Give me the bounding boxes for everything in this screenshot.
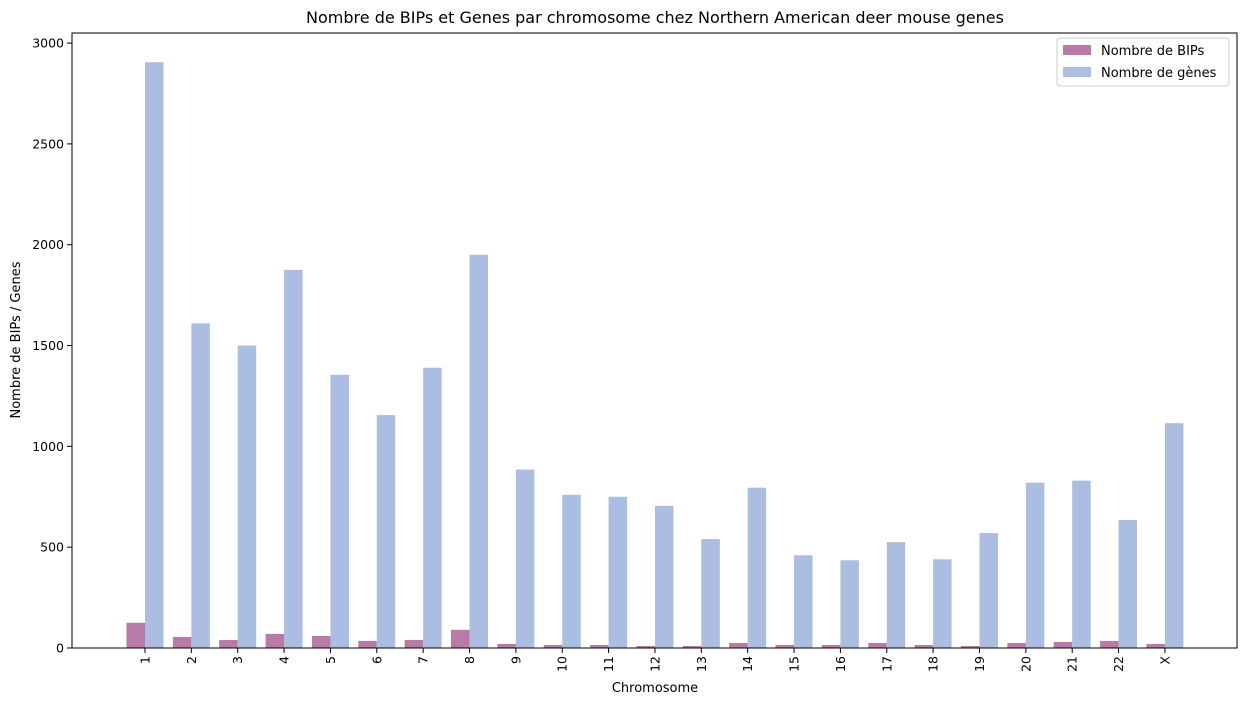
y-tick-label: 1000 xyxy=(32,439,64,454)
legend-swatch-bips xyxy=(1063,45,1091,55)
x-tick-label: 8 xyxy=(462,656,477,664)
x-tick-label: 2 xyxy=(184,656,199,664)
y-tick-label: 0 xyxy=(56,641,64,656)
bar-bips xyxy=(636,645,655,648)
legend-label-genes: Nombre de gènes xyxy=(1101,66,1217,81)
bar-bips xyxy=(590,644,609,648)
bar-bips xyxy=(497,643,516,648)
x-tick-label: 10 xyxy=(555,656,570,672)
bar-genes xyxy=(423,367,442,648)
bar-genes xyxy=(747,487,767,648)
bar-genes xyxy=(701,539,720,648)
bar-bips xyxy=(1007,642,1026,648)
bar-bips xyxy=(126,622,145,648)
x-tick-label: 14 xyxy=(740,656,755,672)
bar-genes xyxy=(979,533,998,648)
bar-bips xyxy=(1100,640,1119,648)
x-tick-label: 12 xyxy=(647,656,662,672)
bar-bips xyxy=(914,644,934,648)
y-tick-label: 3000 xyxy=(32,36,64,51)
x-tick-label: 7 xyxy=(416,656,431,664)
bar-bips xyxy=(358,640,377,648)
chart-title: Nombre de BIPs et Genes par chromosome c… xyxy=(306,8,1004,27)
y-tick-label: 2500 xyxy=(32,136,64,151)
bar-genes xyxy=(237,345,257,648)
legend-label-bips: Nombre de BIPs xyxy=(1101,44,1205,59)
legend-swatch-genes xyxy=(1063,67,1091,77)
x-tick-label: 3 xyxy=(230,656,245,664)
bar-genes xyxy=(562,494,581,648)
y-tick-label: 2000 xyxy=(32,237,64,252)
bar-bips xyxy=(1053,641,1073,648)
bar-genes xyxy=(330,374,349,648)
y-tick-label: 500 xyxy=(40,540,64,555)
x-tick-label: 18 xyxy=(926,656,941,672)
bar-genes xyxy=(469,254,489,648)
x-axis-label: Chromosome xyxy=(612,681,698,696)
legend-box xyxy=(1056,37,1230,87)
bar-bips xyxy=(404,639,424,648)
bar-genes xyxy=(145,62,164,648)
x-tick-label: 5 xyxy=(323,656,338,664)
y-axis-label: Nombre de BIPs / Genes xyxy=(9,261,24,418)
x-tick-label: 19 xyxy=(972,656,987,672)
bar-bips xyxy=(775,644,795,648)
x-tick-label: 11 xyxy=(601,656,616,672)
bar-genes xyxy=(1118,519,1138,648)
bar-genes xyxy=(840,560,859,648)
bar-genes xyxy=(376,415,396,648)
bar-bips xyxy=(265,633,285,648)
bar-bips xyxy=(868,642,887,648)
x-tick-label: 9 xyxy=(508,656,523,664)
x-tick-label: 22 xyxy=(1111,656,1126,672)
bar-genes xyxy=(794,555,813,648)
bar-bips xyxy=(1146,643,1165,648)
x-tick-label: 16 xyxy=(833,656,848,672)
x-tick-label: 1 xyxy=(138,656,153,664)
x-tick-label: 21 xyxy=(1065,656,1080,672)
bar-genes xyxy=(933,559,952,648)
bar-genes xyxy=(608,496,628,648)
y-tick-label: 1500 xyxy=(32,338,64,353)
legend: Nombre de BIPs Nombre de gènes xyxy=(1056,37,1230,87)
x-tick-label: 13 xyxy=(694,656,709,672)
bar-genes xyxy=(1025,482,1045,648)
bar-genes xyxy=(284,269,303,648)
bar-genes xyxy=(191,323,210,648)
x-tick-label: 15 xyxy=(787,656,802,672)
bar-genes xyxy=(515,469,535,648)
bar-bips xyxy=(543,644,563,648)
bar-bips xyxy=(219,639,238,648)
bar-bips xyxy=(821,644,841,648)
bar-bips xyxy=(682,645,702,648)
x-tick-label: 20 xyxy=(1018,656,1033,672)
bar-genes xyxy=(654,505,674,648)
x-tick-label: X xyxy=(1157,656,1172,665)
x-tick-label: 6 xyxy=(369,656,384,664)
bar-bips xyxy=(729,642,748,648)
plot-area xyxy=(126,62,1184,648)
x-tick-label: 4 xyxy=(277,656,292,664)
bar-bips xyxy=(172,636,192,648)
bar-genes xyxy=(1072,480,1091,648)
bar-genes xyxy=(1164,423,1184,648)
bar-genes xyxy=(886,542,906,648)
bar-bips xyxy=(451,629,470,648)
x-tick-label: 17 xyxy=(879,656,894,672)
bar-bips xyxy=(960,645,980,648)
bar-bips xyxy=(311,635,331,648)
